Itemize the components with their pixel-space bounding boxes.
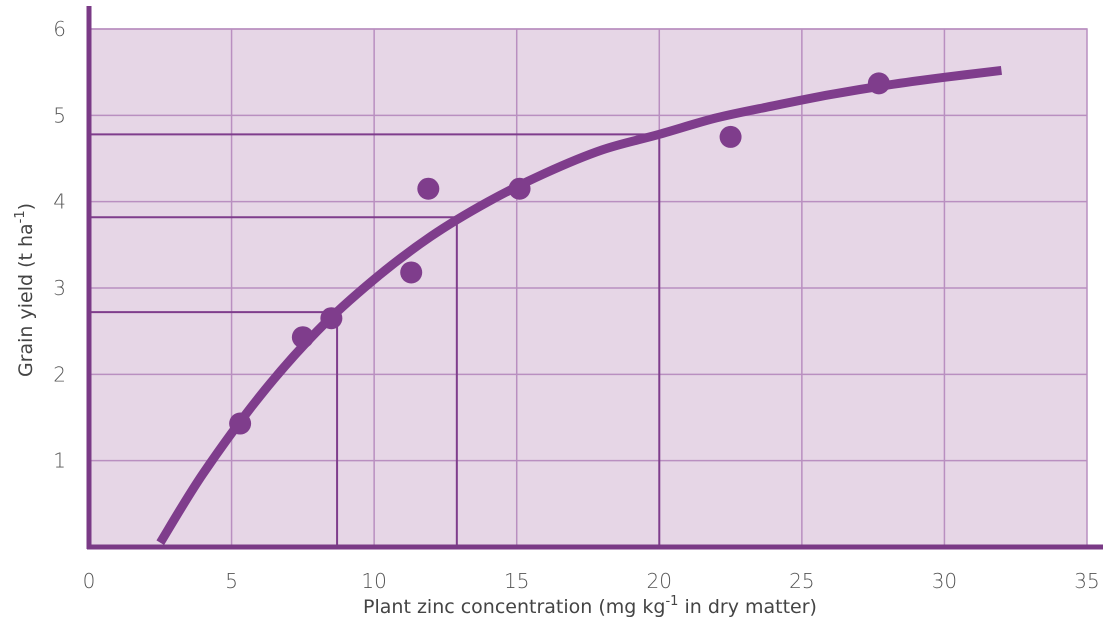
fit-curve xyxy=(156,65,1003,546)
x-tick-label: 15 xyxy=(504,569,529,593)
x-axis-label: Plant zinc concentration (mg kg-1 in dry… xyxy=(363,594,817,618)
x-tick-label: 30 xyxy=(932,569,957,593)
data-point xyxy=(320,307,343,330)
x-tick-labels: 0 5 10 15 20 25 30 35 xyxy=(83,569,1100,593)
x-tick-label: 25 xyxy=(789,569,814,593)
x-tick-label: 5 xyxy=(225,569,238,593)
data-point xyxy=(291,326,314,349)
x-tick-label: 0 xyxy=(83,569,96,593)
y-tick-label: 3 xyxy=(53,276,66,300)
x-tick-label: 10 xyxy=(361,569,386,593)
data-point xyxy=(400,261,423,284)
y-axis-label: Grain yield (t ha-1) xyxy=(13,203,37,377)
data-point xyxy=(867,72,890,95)
y-tick-labels: 1 2 3 4 5 6 xyxy=(53,17,66,473)
data-point xyxy=(229,412,252,435)
y-tick-label: 5 xyxy=(53,103,66,127)
y-tick-label: 2 xyxy=(53,362,66,386)
y-tick-label: 4 xyxy=(53,190,66,214)
y-tick-label: 1 xyxy=(53,449,66,473)
y-tick-label: 6 xyxy=(53,17,66,41)
data-point xyxy=(719,125,742,148)
data-point xyxy=(417,177,440,200)
data-points xyxy=(229,72,890,435)
data-point xyxy=(508,177,531,200)
x-tick-label: 35 xyxy=(1074,569,1099,593)
grid xyxy=(89,28,1087,547)
x-tick-label: 20 xyxy=(647,569,672,593)
